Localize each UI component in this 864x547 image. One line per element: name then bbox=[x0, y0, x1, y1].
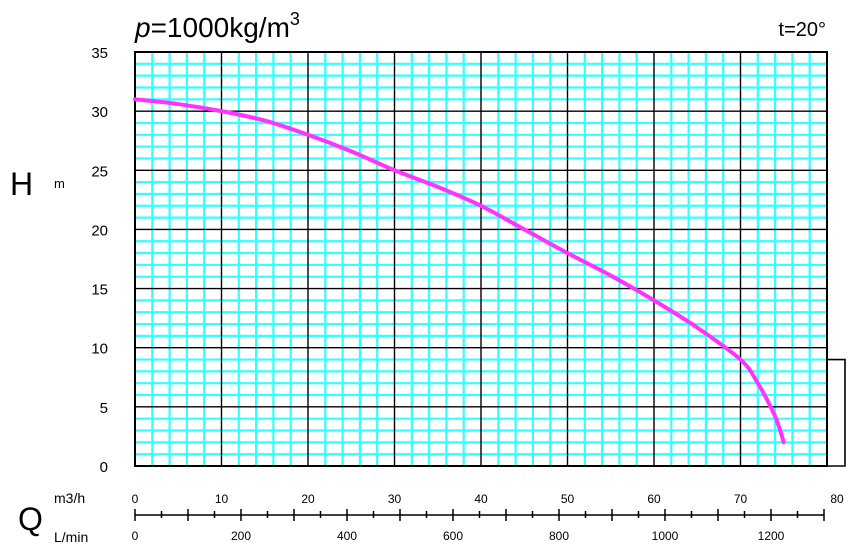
x-tick-label-lmin: 600 bbox=[443, 529, 463, 543]
x-axis-unit-lmin: L/min bbox=[54, 529, 88, 545]
y-axis-symbol: H bbox=[10, 166, 33, 202]
x-tick-label-m3h: 70 bbox=[734, 492, 748, 506]
x-tick-label-lmin: 800 bbox=[549, 529, 569, 543]
y-tick-label: 15 bbox=[91, 282, 108, 299]
x-axis-unit-m3h: m3/h bbox=[54, 490, 85, 506]
x-tick-label-m3h: 30 bbox=[388, 492, 402, 506]
y-tick-label: 0 bbox=[100, 459, 108, 476]
y-axis-unit: m bbox=[54, 176, 65, 191]
x-tick-labels-m3h: 0 10 20 30 40 50 60 70 80 bbox=[132, 492, 844, 506]
x-tick-label-m3h: 80 bbox=[830, 492, 844, 506]
x-tick-label-lmin: 1000 bbox=[652, 529, 679, 543]
x-tick-label-lmin: 1200 bbox=[758, 529, 785, 543]
x-tick-label-m3h: 40 bbox=[474, 492, 488, 506]
density-label: p=1000kg/m3 bbox=[134, 9, 300, 43]
x-tick-labels-lmin: 0 200 400 600 800 1000 1200 bbox=[132, 529, 785, 543]
y-tick-label: 35 bbox=[91, 45, 108, 62]
lmin-ruler bbox=[135, 509, 824, 521]
y-tick-label: 20 bbox=[91, 222, 108, 239]
temperature-label: t=20° bbox=[779, 19, 826, 41]
x-tick-label-lmin: 200 bbox=[231, 529, 251, 543]
x-tick-label-m3h: 10 bbox=[215, 492, 229, 506]
y-tick-label: 25 bbox=[91, 163, 108, 180]
right-step-outline bbox=[827, 360, 845, 466]
y-tick-labels: 0 5 10 15 20 25 30 35 bbox=[91, 45, 108, 476]
y-tick-label: 30 bbox=[91, 104, 108, 121]
x-tick-label-m3h: 20 bbox=[301, 492, 315, 506]
x-tick-label-m3h: 0 bbox=[132, 492, 139, 506]
y-tick-label: 10 bbox=[91, 341, 108, 358]
x-tick-label-lmin: 0 bbox=[132, 529, 139, 543]
y-tick-label: 5 bbox=[100, 400, 108, 417]
pump-curve-line bbox=[135, 99, 784, 442]
x-axis-symbol: Q bbox=[18, 501, 43, 537]
curve-layer bbox=[135, 99, 784, 442]
x-tick-label-m3h: 50 bbox=[561, 492, 575, 506]
x-tick-label-m3h: 60 bbox=[647, 492, 661, 506]
x-tick-label-lmin: 400 bbox=[337, 529, 357, 543]
